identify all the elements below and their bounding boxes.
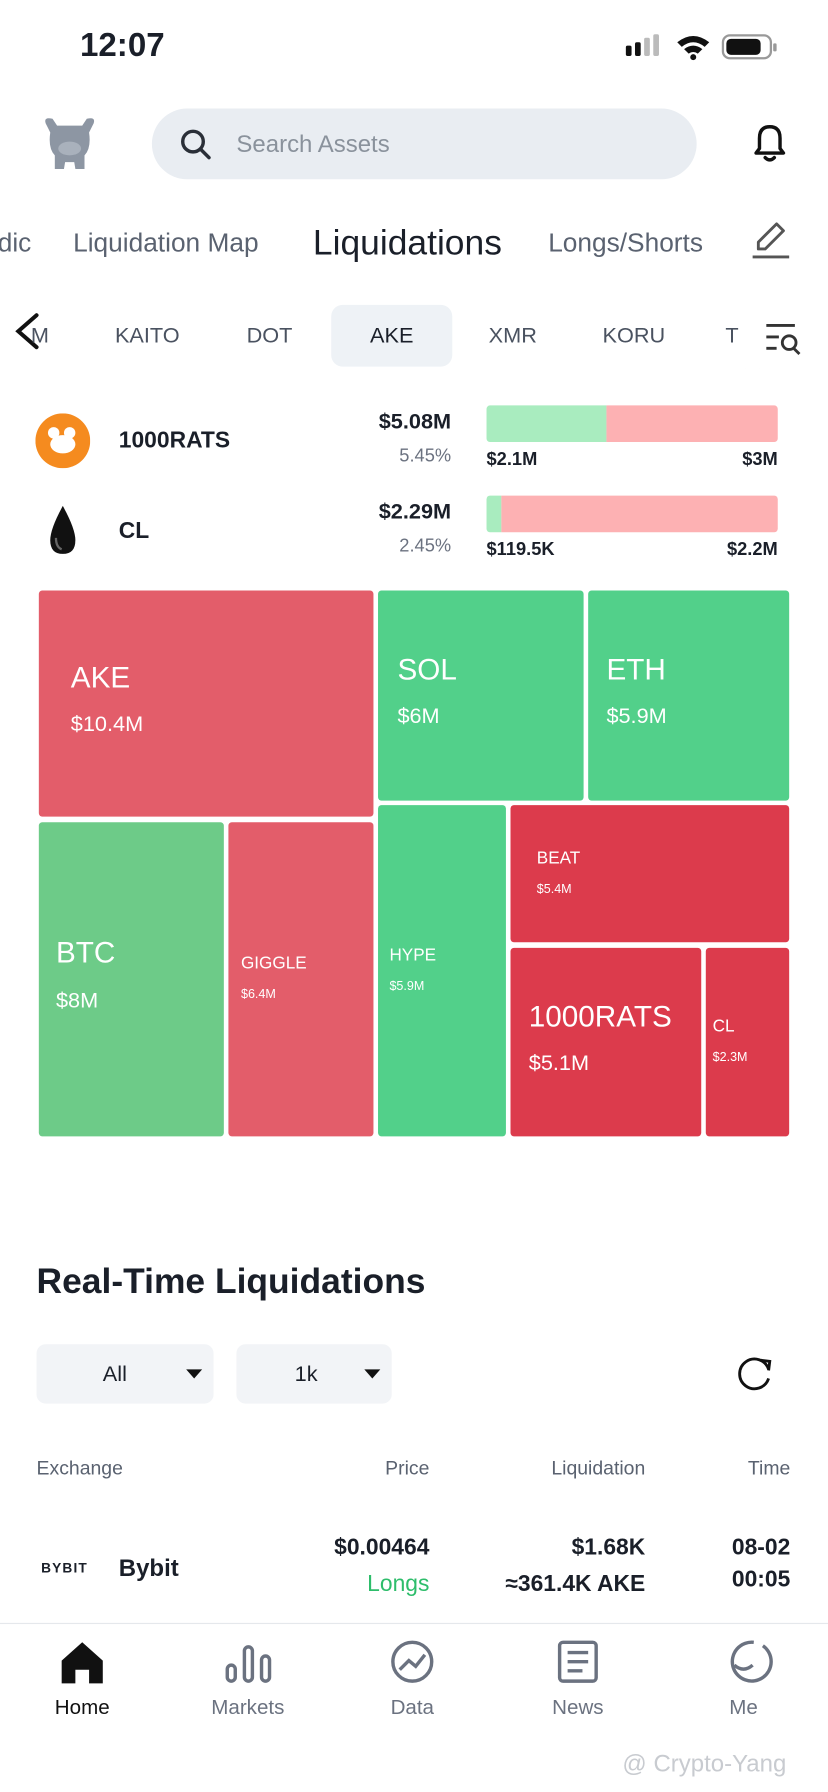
tile-value: $6M — [397, 703, 439, 728]
tile-value: $8M — [56, 987, 98, 1012]
tile-value: $2.3M — [713, 1050, 748, 1064]
tile-name: CL — [713, 1015, 735, 1035]
asset-total: $5.08M — [378, 410, 452, 434]
tile-value: $10.4M — [71, 711, 143, 736]
asset-total: $2.29M — [378, 500, 452, 525]
coin-chip[interactable]: AKE — [370, 324, 414, 349]
column-header: Price — [385, 1457, 430, 1479]
filter-dropdown[interactable]: 1k — [236, 1344, 392, 1404]
status-icons — [625, 34, 777, 61]
tile-name: AKE — [71, 661, 130, 694]
tab[interactable]: Liquidation Map — [73, 227, 259, 257]
treemap-tile[interactable] — [378, 590, 584, 801]
treemap-tile[interactable] — [38, 590, 374, 817]
date: 08-02 — [731, 1534, 791, 1561]
time: 00:05 — [731, 1566, 791, 1593]
tab-active[interactable]: Liquidations — [312, 222, 502, 263]
liquidation-quantity: ≈361.4K AKE — [505, 1571, 646, 1597]
tile-value: $6.4M — [241, 987, 276, 1001]
nav-icons — [61, 1640, 773, 1684]
search-placeholder: Search Assets — [236, 131, 390, 158]
treemap: AKE $10.4M SOL $6M ETH $5.9M BTC $8M GIGGLE $6.4M… — [38, 590, 790, 1137]
tile-name: BEAT — [537, 847, 581, 867]
coin-chip[interactable]: KORU — [602, 324, 666, 349]
filter-label: 1k — [294, 1362, 318, 1387]
tab[interactable]: Longs/Shorts — [548, 227, 703, 257]
treemap-tile[interactable] — [378, 805, 506, 1137]
tile-name: HYPE — [389, 944, 436, 964]
coin-icon-cl — [50, 505, 76, 554]
tile-value: $5.1M — [529, 1050, 589, 1075]
treemap-tile[interactable] — [510, 947, 702, 1137]
nav-label[interactable]: Home — [54, 1695, 110, 1719]
filter-dropdown[interactable]: All — [36, 1344, 214, 1404]
edit-icon[interactable] — [749, 219, 792, 260]
tile-name: ETH — [606, 653, 665, 686]
coin-chip[interactable]: T — [725, 324, 739, 349]
column-header: Exchange — [36, 1457, 123, 1479]
long-label: $2.1M — [486, 449, 538, 470]
tile-name: 1000RATS — [529, 1001, 672, 1034]
section-title: Real-Time Liquidations — [36, 1260, 426, 1301]
long-label: $119.5K — [486, 540, 555, 560]
coin-chip[interactable]: M — [30, 324, 50, 349]
tile-name: GIGGLE — [241, 952, 307, 972]
asset-share: 2.45% — [399, 536, 452, 557]
short-bar — [501, 495, 778, 533]
status-time: 12:07 — [79, 27, 165, 64]
long-bar — [486, 405, 607, 442]
avatar[interactable] — [41, 114, 98, 173]
search-icon — [181, 129, 211, 160]
short-label: $3M — [742, 449, 778, 470]
column-header: Liquidation — [551, 1457, 646, 1479]
nav-label[interactable]: Data — [390, 1695, 435, 1719]
nav-label[interactable]: Markets — [211, 1695, 285, 1719]
asset-share: 5.45% — [399, 446, 452, 466]
nav-label[interactable]: News — [552, 1695, 604, 1719]
treemap-tile[interactable] — [38, 822, 224, 1137]
short-bar — [606, 405, 778, 442]
dropdown-caret — [186, 1369, 203, 1379]
filter-label: All — [102, 1362, 127, 1387]
treemap-tile[interactable] — [510, 805, 790, 943]
nav-label[interactable]: Me — [729, 1695, 758, 1719]
tile-value: $5.9M — [389, 979, 424, 993]
asset-name: 1000RATS — [118, 428, 231, 454]
asset-name: CL — [118, 518, 150, 544]
column-header: Time — [747, 1457, 791, 1479]
liquidation-amount: $1.68K — [571, 1534, 646, 1561]
tab[interactable]: dic — [0, 227, 32, 257]
coin-icon-1000rats — [35, 413, 91, 469]
bottom-nav — [0, 1622, 828, 1792]
long-bar — [486, 495, 502, 533]
coin-chip[interactable]: XMR — [488, 324, 537, 349]
coin-selected-bg — [331, 304, 453, 367]
price: $0.00464 — [334, 1534, 430, 1561]
tile-name: BTC — [56, 937, 115, 970]
coin-chip[interactable]: DOT — [246, 324, 293, 349]
back-arrow[interactable] — [9, 311, 50, 357]
watermark: @ Crypto-Yang — [622, 1750, 787, 1778]
short-label: $2.2M — [726, 540, 778, 560]
notification-bell[interactable] — [750, 121, 789, 164]
exchange-logo: BYBIT — [41, 1560, 88, 1577]
filter-search-icon[interactable] — [763, 320, 804, 357]
tile-value: $5.9M — [606, 703, 666, 728]
coin-chip[interactable]: KAITO — [114, 324, 180, 349]
tile-name: SOL — [397, 653, 456, 686]
refresh-icon[interactable] — [734, 1353, 775, 1394]
search-bar[interactable]: Search Assets — [151, 108, 697, 180]
treemap-tile[interactable] — [228, 822, 374, 1137]
tile-value: $5.4M — [537, 882, 572, 896]
exchange-name: Bybit — [118, 1555, 179, 1582]
treemap-tile[interactable] — [705, 947, 790, 1137]
dropdown-caret — [364, 1369, 381, 1379]
side: Longs — [367, 1571, 430, 1597]
treemap-tile[interactable] — [588, 590, 790, 801]
